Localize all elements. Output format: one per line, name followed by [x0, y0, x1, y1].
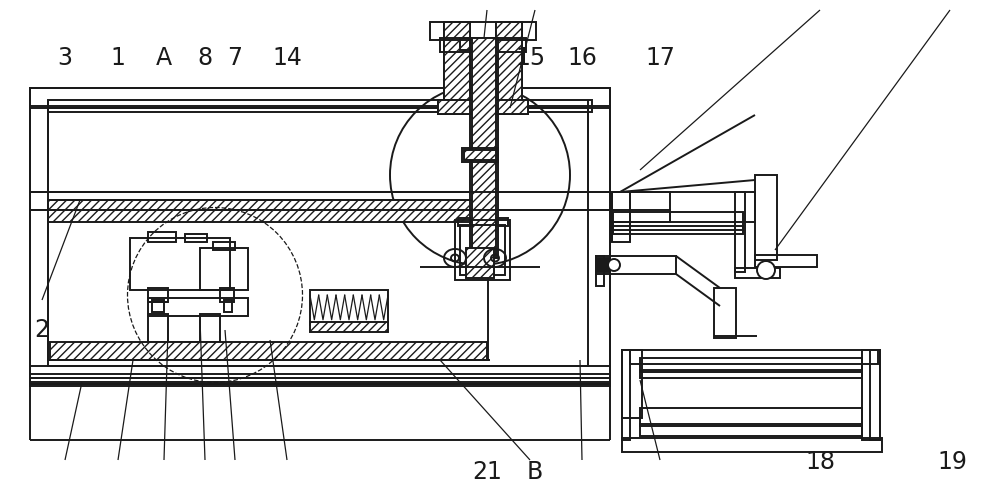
Bar [50, 342, 487, 360]
Bar [148, 288, 168, 302]
Bar [220, 288, 234, 302]
Bar [640, 424, 862, 436]
Bar [444, 22, 470, 108]
Text: 21: 21 [472, 460, 502, 484]
Bar [200, 314, 220, 344]
Bar [30, 88, 610, 106]
Bar [630, 350, 878, 364]
Bar [460, 225, 505, 275]
Bar [310, 290, 388, 325]
Text: 1: 1 [111, 46, 125, 70]
Bar [496, 218, 508, 226]
Bar [596, 256, 676, 274]
Bar [150, 344, 218, 352]
Bar [148, 342, 220, 352]
Bar [430, 22, 536, 40]
Bar [472, 38, 496, 258]
Bar [30, 88, 610, 108]
Bar [148, 298, 248, 316]
Bar [870, 350, 880, 440]
Bar [460, 38, 488, 50]
Bar [455, 220, 510, 280]
Bar [48, 108, 588, 366]
Text: 3: 3 [58, 46, 72, 70]
Text: 19: 19 [937, 450, 967, 474]
Text: 18: 18 [805, 450, 835, 474]
Bar [440, 38, 526, 52]
Circle shape [757, 261, 775, 279]
Circle shape [390, 85, 570, 265]
Bar [714, 288, 736, 338]
Bar [496, 22, 522, 108]
Bar [438, 100, 528, 114]
Bar [613, 212, 743, 230]
Bar [610, 210, 670, 222]
Bar [755, 175, 777, 260]
Text: 15: 15 [515, 46, 545, 70]
Bar [213, 242, 235, 250]
Bar [610, 192, 755, 222]
Bar [640, 408, 862, 426]
Bar [200, 248, 248, 290]
Bar [310, 322, 388, 332]
Bar [458, 218, 470, 226]
Bar [613, 226, 743, 234]
Bar [152, 300, 164, 312]
Bar [30, 192, 610, 210]
Bar [622, 350, 642, 418]
Bar [48, 200, 488, 222]
Bar [735, 268, 780, 278]
Text: A: A [156, 46, 172, 70]
Bar [30, 88, 610, 378]
Bar [612, 192, 630, 242]
Text: 2: 2 [34, 318, 50, 342]
Bar [470, 38, 498, 258]
Bar [464, 150, 496, 160]
Circle shape [608, 259, 620, 271]
Text: 14: 14 [272, 46, 302, 70]
Bar [444, 22, 470, 108]
Bar [48, 200, 488, 360]
Bar [755, 255, 817, 267]
Bar [185, 234, 207, 242]
Bar [596, 256, 604, 286]
Bar [622, 438, 882, 452]
Bar [862, 350, 880, 440]
Bar [30, 366, 610, 384]
Text: B: B [527, 460, 543, 484]
Bar [48, 100, 592, 112]
Bar [496, 22, 522, 108]
Bar [462, 148, 498, 162]
Bar [438, 100, 528, 114]
Bar [466, 248, 494, 278]
Bar [130, 238, 230, 290]
Bar [596, 258, 610, 272]
Bar [622, 350, 630, 440]
Bar [224, 300, 232, 312]
Bar [640, 358, 862, 372]
Bar [640, 370, 862, 378]
Bar [735, 192, 745, 272]
Bar [610, 192, 670, 222]
Text: 7: 7 [228, 46, 242, 70]
Bar [148, 314, 168, 344]
Text: 8: 8 [197, 46, 213, 70]
Bar [30, 378, 610, 386]
Text: 17: 17 [645, 46, 675, 70]
Bar [148, 232, 176, 242]
Text: 16: 16 [567, 46, 597, 70]
